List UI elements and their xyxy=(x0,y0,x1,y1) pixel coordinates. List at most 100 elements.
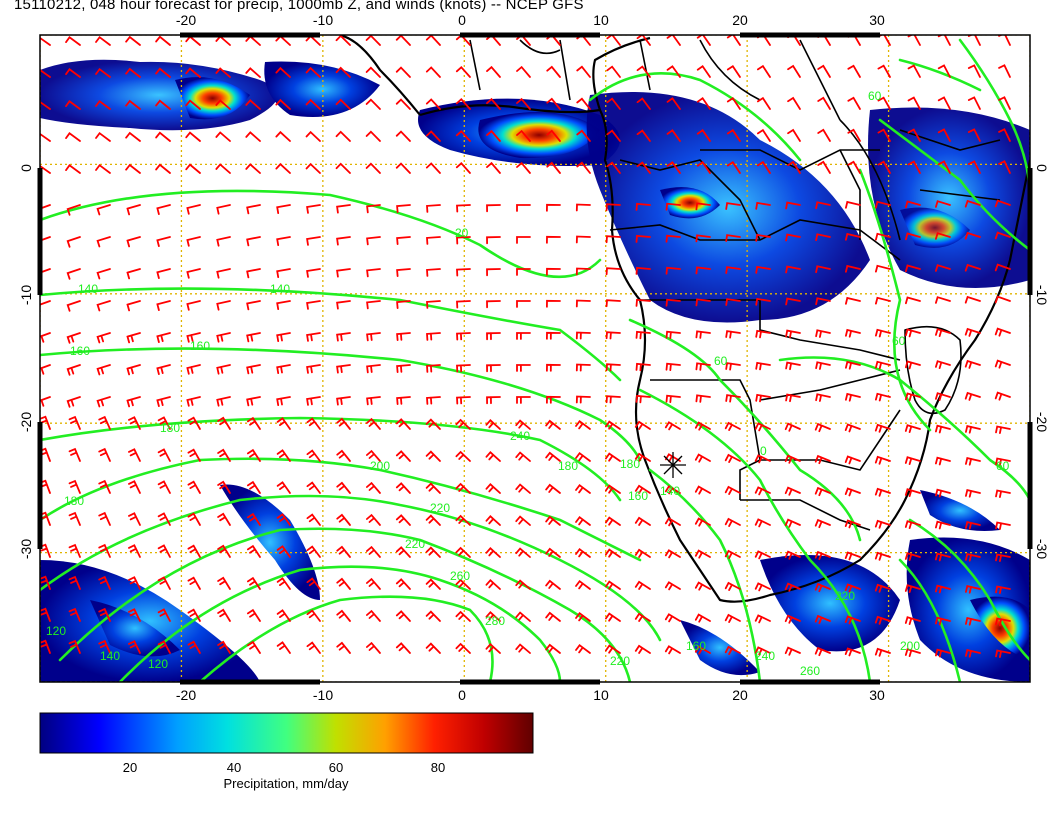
wind-barb xyxy=(847,160,861,174)
wind-barb xyxy=(185,35,201,46)
wind-barb xyxy=(336,364,351,374)
wind-barb xyxy=(847,64,861,78)
wind-barb xyxy=(995,585,1011,594)
wind-barb xyxy=(66,236,81,248)
wind-barb xyxy=(935,552,951,562)
wind-barb xyxy=(246,236,261,247)
wind-barb xyxy=(336,545,351,558)
wind-barb xyxy=(905,200,921,209)
wind-barb xyxy=(904,584,921,593)
contour-label: 220 xyxy=(405,537,425,551)
wind-barb xyxy=(965,521,981,530)
top-lon-tick: 10 xyxy=(593,12,609,28)
wind-barb xyxy=(366,268,381,278)
wind-barb xyxy=(994,199,1011,208)
wind-barb xyxy=(516,65,531,78)
wind-barb xyxy=(306,609,321,622)
wind-barb xyxy=(757,128,771,142)
wind-barb xyxy=(217,576,231,590)
wind-barb xyxy=(784,550,801,560)
wind-barb xyxy=(215,131,231,142)
wind-barb xyxy=(725,362,741,371)
wind-barb xyxy=(606,97,621,110)
wind-barb xyxy=(877,64,891,78)
wind-barb xyxy=(755,361,771,371)
wind-barb xyxy=(186,396,201,407)
wind-barb xyxy=(635,234,651,243)
wind-barb xyxy=(486,332,501,341)
wind-barb xyxy=(425,642,441,654)
wind-barb xyxy=(694,645,711,655)
wind-barb xyxy=(995,553,1011,562)
wind-barb xyxy=(844,615,861,625)
wind-barb xyxy=(665,202,681,211)
wind-barb xyxy=(365,162,381,174)
wind-barb xyxy=(485,451,501,462)
wind-barb xyxy=(186,332,201,343)
wind-barb xyxy=(665,330,681,339)
wind-barb xyxy=(904,456,921,465)
wind-barb xyxy=(486,65,501,78)
wind-barb xyxy=(875,296,891,305)
contour-label: 140 xyxy=(78,282,98,296)
wind-barb xyxy=(575,331,591,340)
contour-label: 180 xyxy=(558,459,578,473)
wind-barb xyxy=(217,512,231,526)
wind-barb xyxy=(757,160,771,174)
wind-barb xyxy=(995,489,1011,498)
wind-barb xyxy=(247,448,261,462)
wind-barb xyxy=(845,264,861,273)
wind-barb xyxy=(817,64,831,78)
wind-barb xyxy=(965,457,981,466)
wind-barb xyxy=(665,298,681,307)
wind-barb xyxy=(754,486,771,496)
wind-barb xyxy=(187,608,201,622)
wind-barb xyxy=(817,128,831,142)
wind-barb xyxy=(157,640,171,654)
wind-barb xyxy=(784,582,801,592)
wind-barb xyxy=(575,515,591,526)
wind-barb xyxy=(185,99,201,110)
wind-barb xyxy=(516,268,531,276)
wind-barb xyxy=(875,360,891,370)
wind-barb xyxy=(755,329,771,339)
wind-barb xyxy=(516,300,531,308)
wind-barb xyxy=(546,161,561,174)
wind-barb xyxy=(515,451,531,462)
wind-barb xyxy=(844,455,861,465)
wind-barb xyxy=(40,268,51,280)
wind-barb xyxy=(634,580,651,590)
wind-barb xyxy=(65,68,81,78)
wind-barb xyxy=(995,649,1011,658)
wind-barb xyxy=(336,417,351,430)
wind-barb xyxy=(246,364,261,375)
wind-barb xyxy=(814,614,831,625)
wind-barb xyxy=(545,483,561,494)
wind-barb xyxy=(935,232,951,240)
wind-barb xyxy=(425,578,441,590)
wind-barb xyxy=(664,549,681,559)
wind-barb xyxy=(185,163,201,174)
wind-barb xyxy=(187,640,201,654)
wind-barb xyxy=(395,162,411,174)
wind-barb xyxy=(426,332,441,341)
wind-barb xyxy=(96,268,111,280)
wind-barb xyxy=(726,35,741,46)
wind-barb xyxy=(128,608,141,622)
wind-barb xyxy=(785,361,801,371)
wind-barb xyxy=(935,456,951,466)
wind-barb xyxy=(366,204,381,214)
wind-barb xyxy=(216,236,231,247)
wind-barb xyxy=(425,98,441,110)
wind-barb xyxy=(456,268,471,277)
wind-barb xyxy=(485,547,501,558)
wind-barb xyxy=(755,297,771,306)
wind-barb xyxy=(455,130,471,142)
wind-barb xyxy=(905,392,921,402)
top-lon-tick: 30 xyxy=(869,12,885,28)
wind-barb xyxy=(40,300,51,312)
wind-barb xyxy=(877,160,891,174)
wind-barb xyxy=(965,617,981,626)
wind-barb xyxy=(967,96,981,110)
